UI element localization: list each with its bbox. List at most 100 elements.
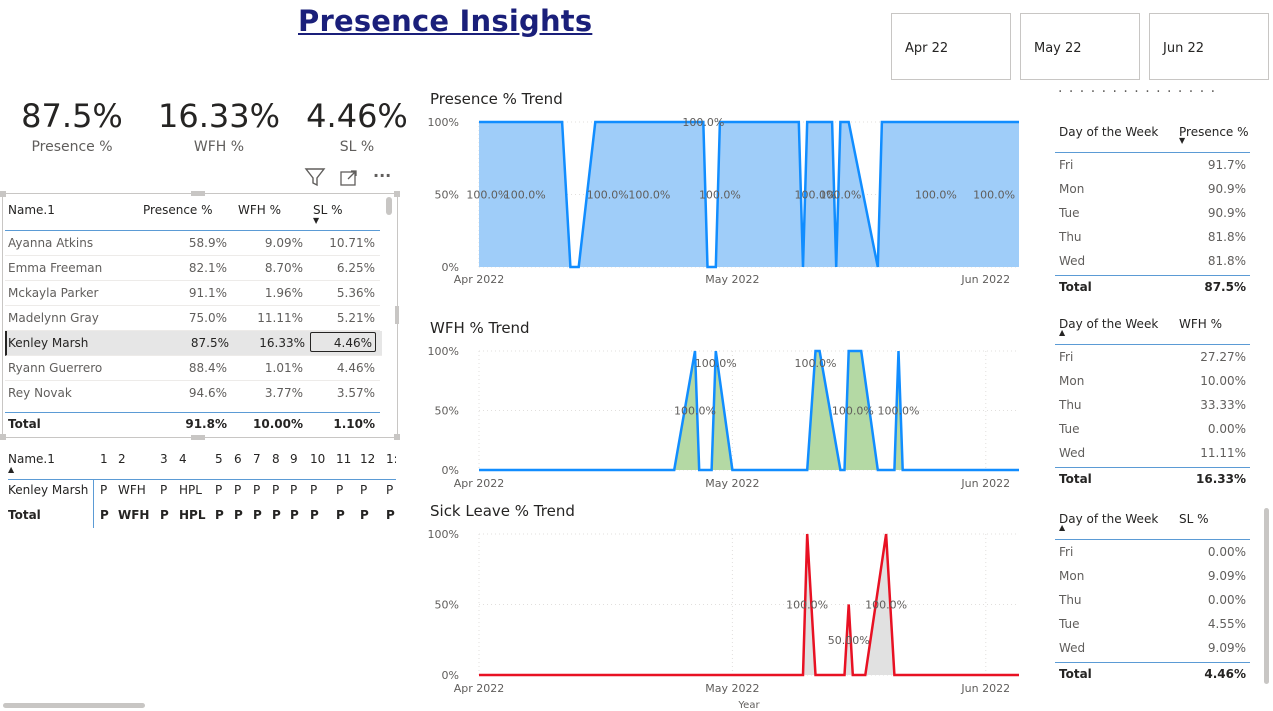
data-label: 100.0% [504,189,546,202]
data-label: 100.0% [674,405,716,418]
data-label: 100.0% [628,189,670,202]
dow-row[interactable]: Thu 0.00% [1055,588,1250,612]
slicer-month-jun[interactable]: Jun 22 [1149,13,1269,80]
matrix-header-day[interactable]: 8 [272,452,280,466]
kpi-value: 16.33% [157,97,280,135]
total-label: Total [1059,667,1092,681]
dow-scrollbar[interactable] [1264,508,1269,684]
dow-row[interactable]: Thu 33.33% [1055,393,1250,417]
filter-icon[interactable] [304,167,326,191]
dow-row[interactable]: Tue 90.9% [1055,201,1250,225]
column-header-sl[interactable]: SL % [313,203,343,217]
matrix-header-name[interactable]: Name.1 [8,452,55,466]
page-title: Presence Insights [298,4,593,38]
dow-row[interactable]: Thu 81.8% [1055,225,1250,249]
dow-row[interactable]: Fri 91.7% [1055,153,1250,177]
slicer-month-may[interactable]: May 22 [1020,13,1140,80]
matrix-cell: HPL [179,483,202,497]
matrix-header-day[interactable]: 4 [179,452,187,466]
matrix-row-name[interactable]: Kenley Marsh [8,483,89,497]
dow-row[interactable]: Wed 11.11% [1055,441,1250,465]
cell-sl: 10.71% [329,236,375,250]
cell-value: 81.8% [1207,230,1246,244]
header-divider [5,230,380,231]
matrix-header-day[interactable]: 12 [360,452,376,466]
column-header-presence[interactable]: Presence % [143,203,213,217]
matrix-total-cell: P [234,508,243,522]
cell-wfh: 11.11% [257,311,303,325]
kpi-label: SL % [339,139,375,155]
cell-value: 91.7% [1207,158,1246,172]
table-row[interactable]: Ryann Guerrero 88.4% 1.01% 4.46% [5,356,380,381]
total-value: 16.33% [1196,472,1246,486]
dow-table-presence: Day of the Week Presence % ▼ Fri 91.7% Mon 90.… [1055,120,1255,300]
more-options-icon[interactable]: ··· [373,166,392,185]
matrix-cell: P [310,483,318,497]
dow-row[interactable]: Wed 9.09% [1055,636,1250,660]
matrix-header-day[interactable]: 7 [253,452,261,466]
cell-value: 0.00% [1207,545,1246,559]
dow-row[interactable]: Fri 0.00% [1055,540,1250,564]
cell-value: 0.00% [1207,593,1246,607]
table-scrollbar[interactable] [386,197,392,215]
cell-value: 11.11% [1200,446,1246,460]
table-row[interactable]: Ayanna Atkins 58.9% 9.09% 10.71% [5,231,380,256]
total-divider [1055,662,1250,663]
series-line [479,349,1019,472]
matrix-header-day[interactable]: 1 [100,452,108,466]
series-area [479,534,1019,675]
matrix-header-day[interactable]: 10 [310,452,326,466]
chart-title-presence: Presence % Trend [430,90,563,108]
series-line [479,120,1019,269]
slicer-month-apr[interactable]: Apr 22 [891,13,1011,80]
presence-trend-chart: 0%50%100%Apr 2022 May 2022 Jun 2022100.0%1… [428,116,1019,286]
matrix-cell: P [160,483,168,497]
table-row[interactable]: Madelynn Gray 75.0% 11.11% 5.21% [5,306,380,331]
matrix-header-day[interactable]: 9 [290,452,298,466]
dotted-separator: . . . . . . . . . . . . . . . [1058,80,1217,96]
table-row[interactable]: Mckayla Parker 91.1% 1.96% 5.36% [5,281,380,306]
column-header-metric[interactable]: Presence % [1179,125,1249,139]
dow-row[interactable]: Mon 9.09% [1055,564,1250,588]
matrix-header-day[interactable]: 6 [234,452,242,466]
data-label: 50.00% [828,634,870,647]
kpi-card-presence: 87.5% Presence % [7,97,137,155]
table-row-selected[interactable]: Kenley Marsh 87.5% 16.33% 4.46% [5,331,382,356]
column-header-day-of-week[interactable]: Day of the Week [1059,125,1159,139]
x-tick-label: Apr 2022 [454,273,505,286]
cell-wfh: 16.33% [259,336,305,350]
dow-row[interactable]: Wed 81.8% [1055,249,1250,273]
focus-mode-icon[interactable] [339,168,359,192]
total-wfh: 10.00% [253,417,303,431]
column-header-day-of-week[interactable]: Day of the Week [1059,512,1159,526]
x-tick-label: May 2022 [705,682,759,695]
matrix-header-day[interactable]: 3 [160,452,168,466]
table-row[interactable]: Rey Novak 94.6% 3.77% 3.57% [5,381,380,405]
column-header-name[interactable]: Name.1 [8,203,55,217]
matrix-header-day[interactable]: 1: [386,452,396,466]
kpi-value: 4.46% [306,97,408,135]
cell-sl-focused[interactable]: 4.46% [310,332,376,352]
matrix-header-day[interactable]: 11 [336,452,352,466]
dow-row[interactable]: Mon 10.00% [1055,369,1250,393]
table-row[interactable]: Emma Freeman 82.1% 8.70% 6.25% [5,256,380,281]
page-scrollbar-horizontal[interactable] [3,703,145,708]
column-header-metric[interactable]: WFH % [1179,317,1223,331]
dow-row[interactable]: Mon 90.9% [1055,177,1250,201]
column-header-metric[interactable]: SL % [1179,512,1209,526]
column-header-wfh[interactable]: WFH % [238,203,282,217]
dow-row[interactable]: Tue 0.00% [1055,417,1250,441]
matrix-cell: P [272,483,280,497]
resize-handle[interactable] [395,306,399,324]
table-header: Name.1 Presence % WFH % SL % ▼ [8,201,380,225]
data-label: 100.0% [794,189,836,202]
dow-row[interactable]: Fri 27.27% [1055,345,1250,369]
cell-day: Fri [1059,350,1074,364]
matrix-header-day[interactable]: 5 [215,452,223,466]
dow-row[interactable]: Tue 4.55% [1055,612,1250,636]
sort-ascending-icon: ▲ [8,465,15,474]
column-header-day-of-week[interactable]: Day of the Week [1059,317,1159,331]
matrix-total-cell: P [160,508,169,522]
matrix-header-day[interactable]: 2 [118,452,126,466]
matrix-divider [8,479,396,480]
